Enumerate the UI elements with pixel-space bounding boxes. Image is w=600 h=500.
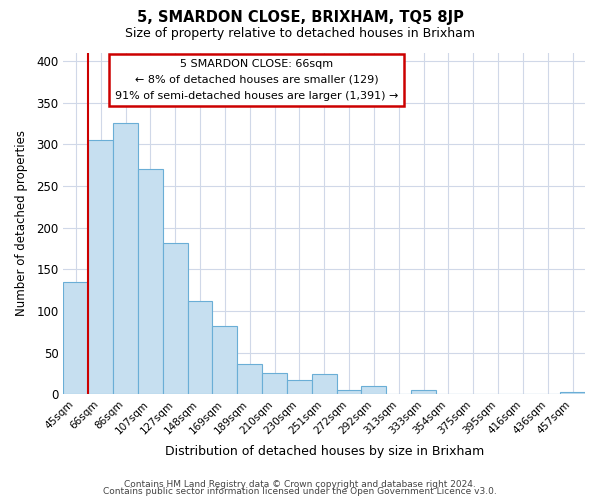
Bar	[163, 242, 188, 394]
Bar	[64, 282, 88, 395]
Bar	[337, 390, 361, 394]
Text: Size of property relative to detached houses in Brixham: Size of property relative to detached ho…	[125, 28, 475, 40]
Text: 5 SMARDON CLOSE: 66sqm
← 8% of detached houses are smaller (129)
91% of semi-det: 5 SMARDON CLOSE: 66sqm ← 8% of detached …	[115, 60, 398, 100]
Bar	[88, 140, 113, 394]
Text: Contains public sector information licensed under the Open Government Licence v3: Contains public sector information licen…	[103, 488, 497, 496]
Y-axis label: Number of detached properties: Number of detached properties	[15, 130, 28, 316]
Bar	[237, 364, 262, 394]
Bar	[361, 386, 386, 394]
Bar	[312, 374, 337, 394]
Bar	[411, 390, 436, 394]
Bar	[113, 124, 138, 394]
Bar	[212, 326, 237, 394]
Bar	[188, 301, 212, 394]
Bar	[262, 373, 287, 394]
Bar	[138, 170, 163, 394]
X-axis label: Distribution of detached houses by size in Brixham: Distribution of detached houses by size …	[164, 444, 484, 458]
Bar	[560, 392, 585, 394]
Text: 5, SMARDON CLOSE, BRIXHAM, TQ5 8JP: 5, SMARDON CLOSE, BRIXHAM, TQ5 8JP	[137, 10, 463, 25]
Text: Contains HM Land Registry data © Crown copyright and database right 2024.: Contains HM Land Registry data © Crown c…	[124, 480, 476, 489]
Bar	[287, 380, 312, 394]
